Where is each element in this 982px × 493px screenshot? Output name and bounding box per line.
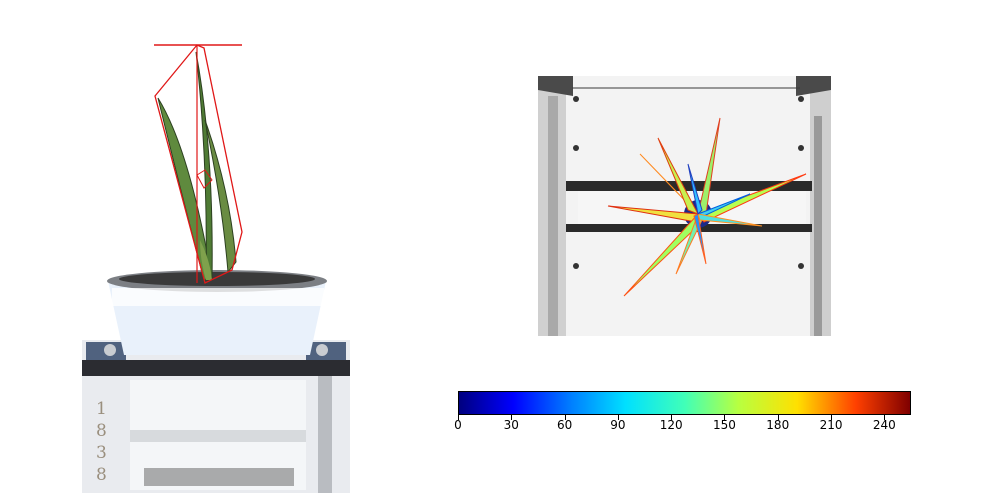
pot-label-digit: 3 (96, 443, 107, 463)
pot-label-digit: 1 (96, 399, 107, 419)
side-view-image (82, 44, 350, 493)
colorbar-tick (831, 415, 833, 420)
colorbar-tick-label: 30 (503, 418, 519, 432)
top-view-image (538, 76, 831, 336)
leaf-4 (200, 240, 212, 280)
station-post (318, 376, 332, 493)
colorbar-tick (724, 415, 726, 420)
colorbar-tick (884, 415, 886, 420)
colorbar-tick (511, 415, 513, 420)
colorbar-tick (617, 415, 619, 420)
bolt-right (316, 344, 328, 356)
convex-hull (154, 44, 243, 284)
colorbar-tick-label: 210 (819, 418, 843, 432)
colorbar-tick-label: 240 (872, 418, 896, 432)
colorbar-tick (777, 415, 779, 420)
pot-label-digit: 8 (96, 421, 107, 441)
colorbar-tick-label: 150 (713, 418, 736, 432)
colorbar-tick-label: 60 (556, 418, 573, 432)
colorbar-tick-label: 0 (454, 418, 462, 432)
bolt-left (104, 344, 116, 356)
corner-top-left (538, 76, 573, 96)
lower-pot-bottom (144, 468, 294, 486)
colorbar-tick-label: 90 (610, 418, 626, 432)
pot-soil (119, 272, 315, 286)
colorbar-tick-label: 120 (659, 418, 683, 432)
plant-rosette (607, 117, 807, 297)
pot-band (112, 288, 324, 306)
corner-top-right (796, 76, 831, 96)
colorbar-tick (458, 415, 459, 420)
pot-label-digit: 8 (96, 465, 107, 485)
leaf-3 (204, 119, 237, 274)
colorbar-tick-label: 180 (766, 418, 790, 432)
colorbar-tick (671, 415, 673, 420)
colorbar-tick (564, 415, 566, 420)
colorbar (458, 391, 911, 415)
hull-center (196, 169, 213, 189)
crossbar-top (566, 181, 812, 191)
lower-pot-band (130, 430, 306, 442)
station-rim (82, 360, 350, 376)
